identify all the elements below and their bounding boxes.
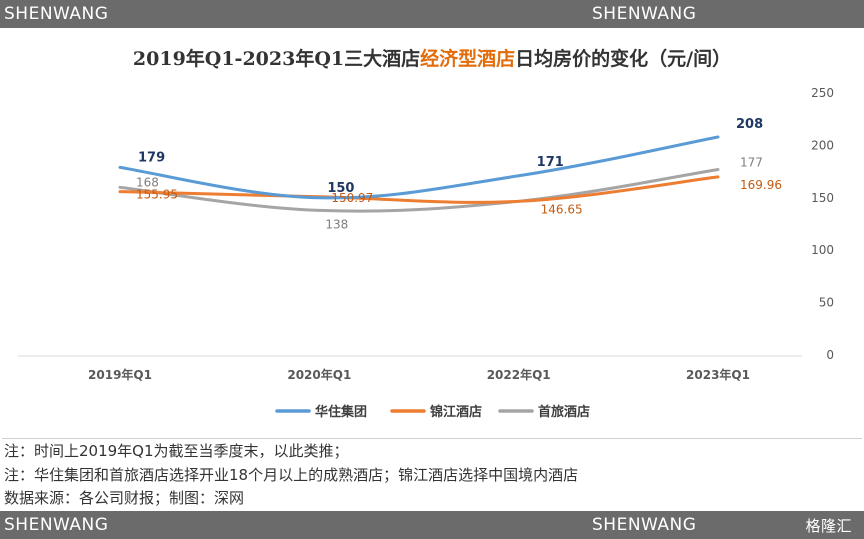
- chart-area: 2019年Q1-2023年Q1三大酒店经济型酒店日均房价的变化（元/间） 0 50…: [2, 28, 862, 439]
- data-label: 146.65: [541, 202, 583, 216]
- watermark-text: SHENWANG: [592, 4, 697, 24]
- y-tick-label: 250: [811, 86, 834, 100]
- top-watermark-bar: SHENWANG SHENWANG: [0, 0, 864, 28]
- bottom-watermark-bar: SHENWANG SHENWANG 格隆汇: [0, 511, 864, 539]
- data-label: 155.95: [136, 188, 178, 202]
- footnote-2: 注：华住集团和首旅酒店选择开业18个月以上的成熟酒店；锦江酒店选择中国境内酒店: [4, 465, 579, 484]
- x-tick-label: 2019年Q1: [88, 367, 152, 382]
- legend-label: 华住集团: [315, 404, 367, 420]
- data-label: 179: [138, 150, 165, 165]
- legend-label: 首旅酒店: [538, 404, 590, 420]
- title-part-highlight: 经济型酒店: [420, 48, 516, 70]
- data-label: 208: [736, 117, 763, 132]
- y-tick-label: 0: [826, 348, 834, 362]
- title-part-1: 2019年Q1-2023年Q1三大酒店: [132, 48, 421, 70]
- series-line-1: [118, 175, 720, 204]
- watermark-text: SHENWANG: [4, 515, 109, 535]
- data-label: 169.96: [740, 178, 782, 192]
- data-label: 177: [740, 156, 763, 170]
- data-label: 150: [327, 181, 354, 196]
- y-tick-label: 100: [811, 243, 834, 257]
- series-line-0: [118, 135, 720, 200]
- footnote-1: 注：时间上2019年Q1为截至当季度末，以此类推；: [4, 442, 349, 460]
- y-tick-label: 150: [811, 191, 834, 205]
- line-chart: 0 50 100 150 200 250 2019年Q1 2020年Q1 2022年Q1 2023…: [18, 86, 834, 420]
- x-tick-label: 2023年Q1: [686, 367, 750, 382]
- title-part-3: 日均房价的变化（元/间）: [515, 48, 732, 70]
- footnotes: 注：时间上2019年Q1为截至当季度末，以此类推； 注：华住集团和首旅酒店选择开…: [4, 440, 854, 511]
- series-line-2: [118, 168, 720, 213]
- watermark-text: SHENWANG: [592, 515, 697, 535]
- legend-label: 锦江酒店: [430, 404, 482, 420]
- footnote-3: 数据来源：各公司财报；制图：深网: [4, 489, 245, 507]
- data-label: 138: [325, 217, 348, 231]
- data-label: 150.97: [331, 191, 373, 205]
- chart-title: 2019年Q1-2023年Q1三大酒店经济型酒店日均房价的变化（元/间）: [2, 44, 862, 71]
- y-tick-label: 200: [811, 138, 834, 152]
- x-tick-label: 2022年Q1: [487, 367, 551, 382]
- data-label: 171: [537, 155, 564, 170]
- data-label: 168: [136, 175, 159, 189]
- watermark-text: SHENWANG: [4, 4, 109, 24]
- brand-logo-text: 格隆汇: [805, 517, 852, 535]
- y-tick-label: 50: [819, 296, 834, 310]
- x-tick-label: 2020年Q1: [287, 367, 351, 382]
